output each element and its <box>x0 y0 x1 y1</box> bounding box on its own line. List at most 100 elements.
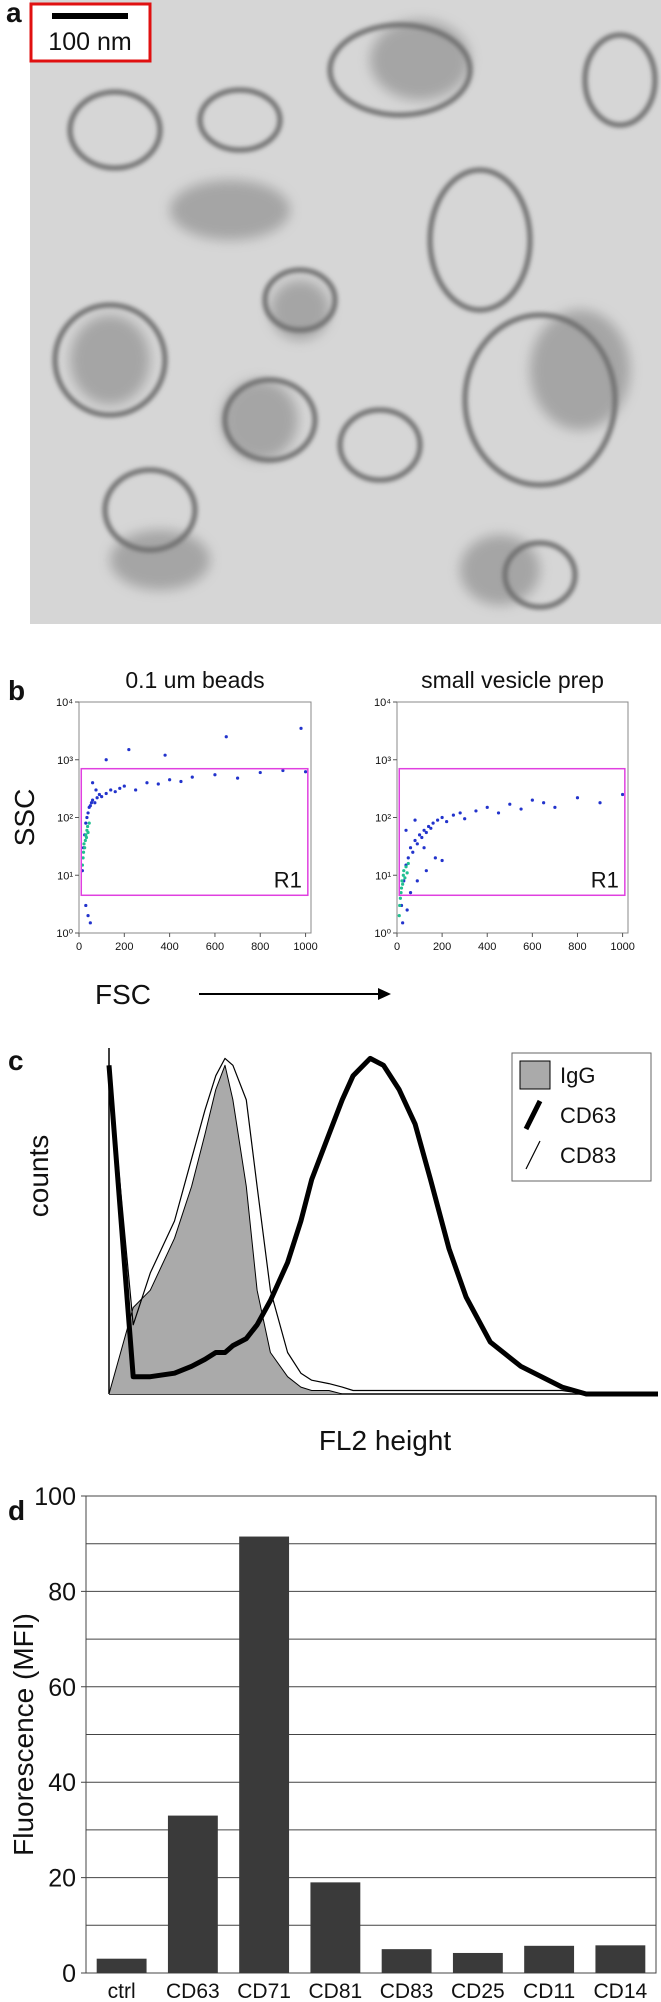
x-tick-label: 1000 <box>610 941 634 953</box>
point <box>458 811 462 815</box>
area <box>108 1064 658 1395</box>
point <box>299 726 303 730</box>
y-tick-label: 80 <box>48 1578 76 1606</box>
point <box>398 896 402 900</box>
panel-label: b <box>8 675 25 706</box>
bar <box>310 1882 361 1973</box>
y-tick-label: 10¹ <box>375 870 391 882</box>
point <box>89 801 94 805</box>
point <box>422 846 426 850</box>
gate-label: R1 <box>591 867 619 892</box>
point <box>88 804 92 808</box>
plot-frame <box>396 701 629 934</box>
point <box>281 768 285 773</box>
point <box>408 846 413 850</box>
point <box>84 821 88 825</box>
gate-label: R1 <box>274 867 302 892</box>
y-tick-label: 10² <box>57 813 73 825</box>
point <box>87 821 91 825</box>
x-tick-label: 0 <box>76 941 82 953</box>
x-tick-label: CD63 <box>166 1980 220 2002</box>
point <box>90 781 95 785</box>
point <box>413 838 417 843</box>
scale-bar-label: 100 nm <box>48 28 131 56</box>
x-tick-label: 600 <box>523 941 541 953</box>
point <box>113 790 117 794</box>
point <box>463 817 467 821</box>
point <box>496 811 501 815</box>
y-tick-label: 10⁰ <box>374 928 391 940</box>
point <box>405 908 409 912</box>
y-tick-label: 60 <box>48 1674 76 1702</box>
legend-label: CD83 <box>560 1143 616 1168</box>
plot-title: 0.1 um beads <box>125 667 264 693</box>
point <box>163 753 167 757</box>
point <box>134 788 138 792</box>
line <box>106 1055 658 1397</box>
point <box>404 865 408 869</box>
point <box>84 833 88 837</box>
point <box>118 786 122 790</box>
point <box>93 801 97 805</box>
y-tick-label: 40 <box>48 1769 76 1797</box>
plot-frame <box>85 1495 657 1974</box>
point <box>530 798 534 802</box>
point <box>90 798 95 802</box>
point <box>424 869 428 873</box>
y-axis-label: Fluorescence (MFI) <box>8 1613 39 1856</box>
point <box>508 802 512 806</box>
legend-label: IgG <box>560 1063 595 1088</box>
y-tick-label: 100 <box>34 1483 76 1511</box>
point <box>81 850 86 854</box>
plot-title: small vesicle prep <box>421 667 604 693</box>
point <box>420 835 424 840</box>
y-tick-label: 10³ <box>375 755 391 767</box>
point <box>399 891 403 895</box>
point <box>213 773 217 777</box>
point <box>86 811 90 815</box>
axis-arrow-head <box>378 988 391 1000</box>
point <box>415 879 419 883</box>
panel-label: c <box>8 1045 24 1076</box>
legend-swatch <box>525 1140 541 1170</box>
point <box>485 805 489 809</box>
point <box>436 818 440 822</box>
bar <box>595 1945 646 1973</box>
x-tick-label: CD14 <box>594 1980 648 2002</box>
y-tick-label: 10⁴ <box>56 697 73 709</box>
point <box>399 886 404 890</box>
x-tick-label: 400 <box>478 941 496 953</box>
point <box>598 801 602 805</box>
point <box>235 776 240 780</box>
point <box>168 778 172 782</box>
y-tick-label: 10⁴ <box>374 697 391 709</box>
point <box>519 807 523 811</box>
point <box>85 815 89 820</box>
bar <box>381 1949 432 1973</box>
point <box>440 815 444 820</box>
point <box>553 805 557 809</box>
point <box>406 856 410 860</box>
x-axis-label: FSC <box>95 979 151 1010</box>
point <box>104 791 108 796</box>
point <box>403 876 407 880</box>
point <box>398 903 402 908</box>
point <box>190 775 194 779</box>
point <box>417 833 422 837</box>
panel-label: a <box>6 0 22 28</box>
point <box>413 818 417 822</box>
point <box>440 858 444 863</box>
legend-swatch <box>523 1099 543 1131</box>
point <box>402 869 406 873</box>
y-tick-label: 20 <box>48 1865 76 1893</box>
y-tick-label: 10⁰ <box>56 928 73 940</box>
point <box>429 826 433 830</box>
x-tick-label: CD11 <box>523 1980 575 2002</box>
bar <box>167 1815 218 1973</box>
point <box>88 921 92 925</box>
x-tick-label: 800 <box>251 941 269 953</box>
y-axis-label: SSC <box>9 789 40 847</box>
point <box>81 856 85 860</box>
